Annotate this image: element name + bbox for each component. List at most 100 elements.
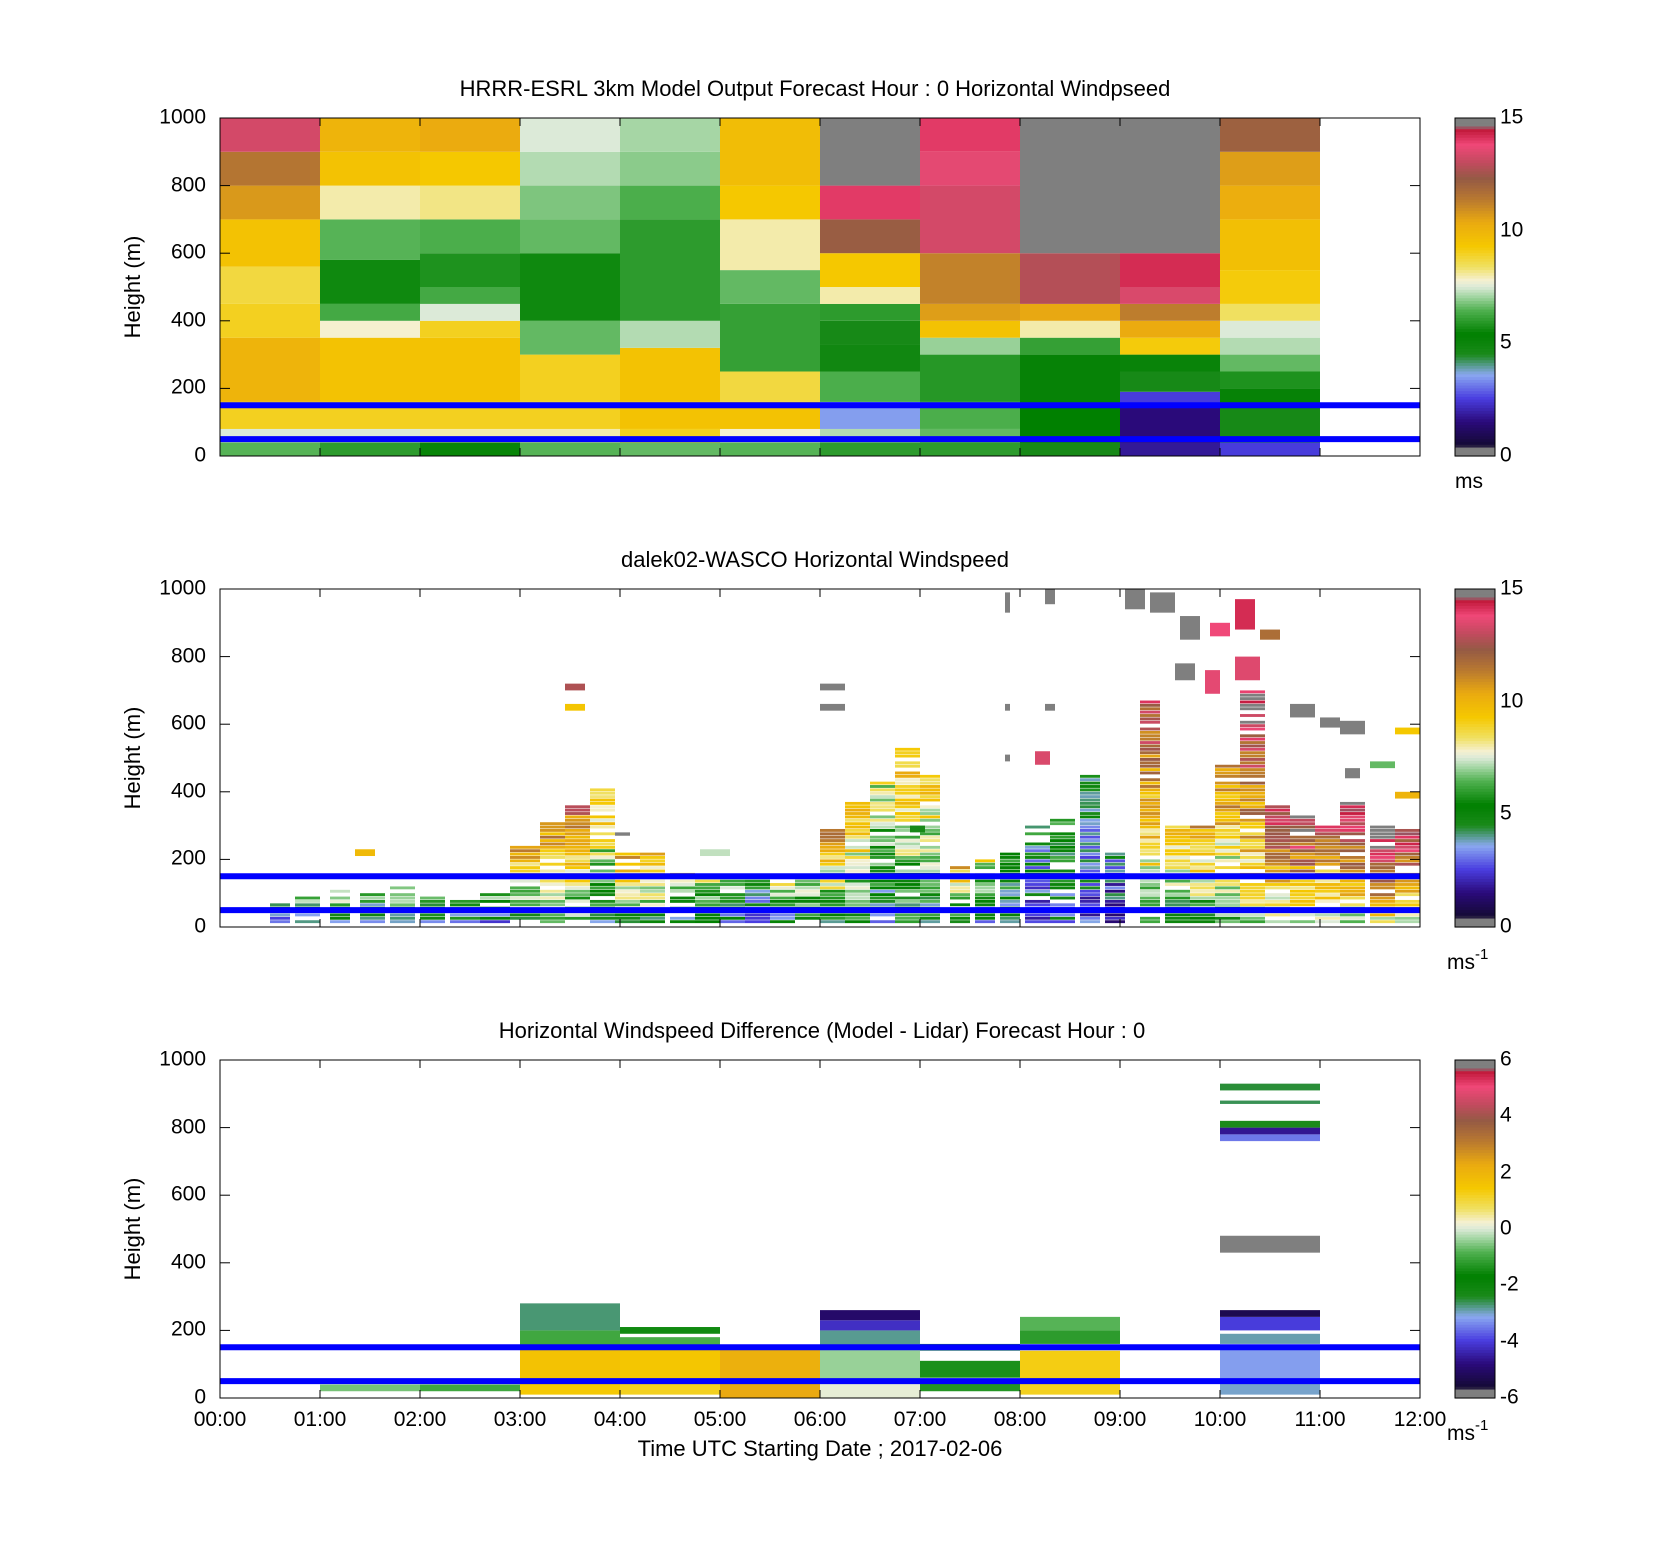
colorbar-segment [1455, 600, 1495, 604]
colorbar-segment [1455, 1223, 1495, 1227]
lidar-cell [1235, 599, 1255, 630]
lidar-cell [1340, 896, 1365, 900]
colorbar-segment [1455, 712, 1495, 717]
lidar-cell [1235, 656, 1260, 681]
lidar-cell [795, 903, 820, 907]
panel-model-ticks [219, 117, 1421, 457]
lidar-cell [820, 845, 845, 849]
model-cell [1120, 371, 1220, 392]
lidar-cell [1240, 913, 1265, 917]
colorbar-segment [1455, 309, 1495, 313]
lidar-cell [1215, 825, 1240, 829]
colorbar-segment [1455, 662, 1495, 666]
colorbar-segment [1455, 315, 1495, 319]
colorbar-segment [1455, 1164, 1495, 1168]
lidar-cell [1025, 913, 1050, 917]
lidar-cell [1165, 839, 1190, 842]
model-cell [220, 442, 320, 456]
lidar-cell [1240, 788, 1265, 792]
lidar-cell [1140, 866, 1160, 870]
colorbar-segment [1455, 151, 1495, 156]
lidar-cell [510, 886, 540, 890]
lidar-cell [1050, 916, 1075, 920]
lidar-cell [1240, 801, 1265, 805]
xtick-0000: 00:00 [194, 1408, 247, 1431]
colorbar-segment [1455, 639, 1495, 644]
lidar-cell [1025, 825, 1050, 829]
lidar-cell [1000, 903, 1020, 907]
lidar-cell [360, 920, 385, 924]
colorbar-segment [1455, 814, 1495, 818]
lidar-cell [1265, 839, 1290, 842]
lidar-cell [1165, 896, 1190, 900]
lidar-cell [270, 913, 290, 917]
lidar-cell [1000, 889, 1020, 893]
lidar-cell [1165, 845, 1190, 849]
lidar-cell [1005, 703, 1010, 711]
lidar-cell [845, 845, 870, 849]
panel-difference-ytick-1000: 1000 [159, 1048, 206, 1071]
lidar-cell [1050, 852, 1075, 856]
colorbar-segment [1455, 272, 1495, 277]
colorbar-segment [1455, 1265, 1495, 1270]
colorbar-segment [1455, 1074, 1495, 1078]
lidar-cell [615, 916, 640, 920]
lidar-cell [1240, 866, 1265, 870]
lidar-cell [1105, 889, 1125, 893]
model-cell [220, 337, 320, 372]
lidar-cell [1000, 916, 1020, 920]
colorbar-segment [1455, 608, 1495, 613]
model-cell [520, 151, 620, 186]
lidar-cell [695, 916, 720, 920]
lidar-cell [1340, 828, 1365, 832]
lidar-cell [1290, 859, 1315, 863]
lidar-cell [895, 913, 920, 917]
lidar-cell [1395, 845, 1420, 849]
colorbar-segment [1455, 343, 1495, 347]
model-cell [1020, 442, 1120, 456]
lidar-cell [1240, 916, 1265, 920]
difference-cell [1220, 1347, 1320, 1382]
lidar-cell [895, 849, 920, 853]
lidar-cell [910, 825, 925, 833]
lidar-cell [590, 852, 615, 856]
lidar-cell [1165, 852, 1190, 856]
lidar-cell [1140, 737, 1160, 741]
lidar-cell [1000, 899, 1020, 903]
lidar-cell [845, 805, 870, 809]
lidar-cell [920, 825, 940, 829]
colorbar-segment [1455, 312, 1495, 316]
lidar-cell [845, 832, 870, 836]
lidar-cell [1025, 883, 1050, 886]
lidar-cell [640, 916, 665, 920]
colorbar-segment [1455, 825, 1495, 830]
lidar-cell [1105, 856, 1125, 859]
lidar-cell [1370, 903, 1395, 907]
colorbar-segment [1455, 165, 1495, 170]
colorbar-segment [1455, 222, 1495, 226]
lidar-cell [975, 889, 995, 893]
colorbar-segment [1455, 631, 1495, 635]
lidar-cell [770, 889, 795, 893]
colorbar-segment [1455, 436, 1495, 440]
colorbar-segment [1455, 777, 1495, 782]
colorbar-segment [1455, 301, 1495, 305]
panel-difference-ytick-200: 200 [171, 1318, 206, 1341]
lidar-cell [1140, 754, 1160, 758]
lidar-cell [590, 856, 615, 859]
colorbar-segment [1455, 884, 1495, 889]
colorbar-segment [1455, 1212, 1495, 1216]
panel-difference-cbar-tick-0: 0 [1500, 1217, 1512, 1240]
lidar-cell [1140, 761, 1160, 765]
lidar-cell [895, 747, 920, 751]
lidar-cell [1215, 845, 1240, 849]
xtick-0200: 02:00 [394, 1408, 447, 1431]
lidar-cell [1240, 832, 1265, 836]
difference-cell [420, 1384, 520, 1392]
panel-model-colorbar-frame [1454, 117, 1496, 457]
colorbar-segment [1455, 1136, 1495, 1140]
lidar-cell [1315, 879, 1340, 883]
lidar-cell [1240, 852, 1265, 856]
lidar-cell [1265, 818, 1290, 822]
model-cell [620, 219, 720, 321]
